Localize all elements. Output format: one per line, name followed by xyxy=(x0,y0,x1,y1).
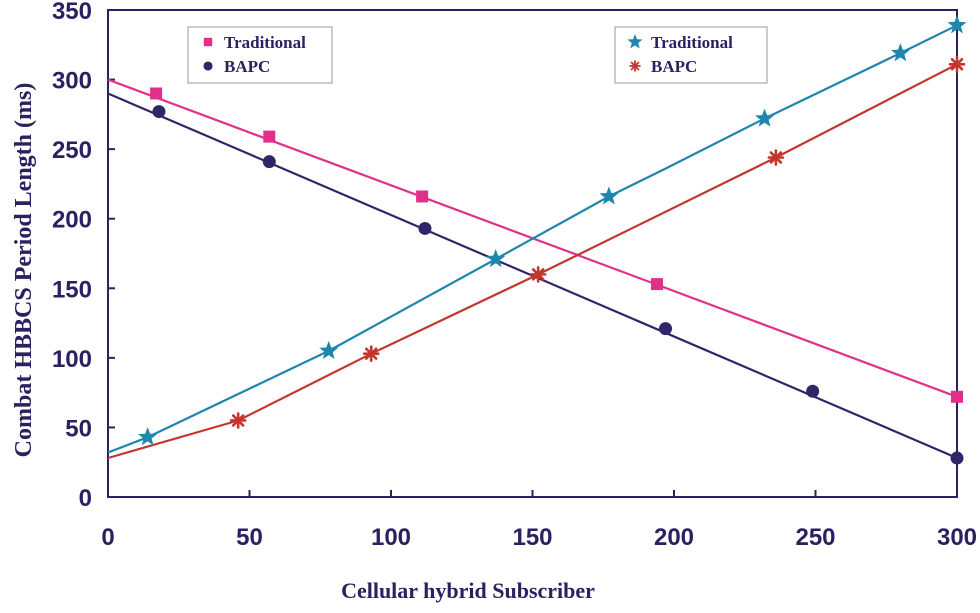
x-tick-label: 0 xyxy=(101,524,114,551)
asterisk-marker xyxy=(529,266,547,283)
legend-box xyxy=(614,26,768,84)
square-marker xyxy=(651,278,664,291)
square-marker xyxy=(951,390,963,403)
series-lines xyxy=(107,24,958,460)
y-tick-label: 300 xyxy=(52,68,92,95)
x-tick-label: 150 xyxy=(512,524,552,551)
x-tick-label: 100 xyxy=(371,524,411,551)
star-marker xyxy=(755,108,775,127)
x-axis-title: Cellular hybrid Subscriber xyxy=(341,578,595,603)
circle-marker xyxy=(203,61,213,71)
asterisk-marker xyxy=(629,60,641,72)
circle-marker xyxy=(806,384,820,398)
asterisk-stroke xyxy=(531,268,545,281)
y-tick-label: 150 xyxy=(52,276,92,303)
asterisk-marker xyxy=(767,149,785,166)
circle-marker xyxy=(262,155,276,169)
legend-box xyxy=(187,26,333,84)
x-tick-label: 200 xyxy=(654,524,694,551)
legend-label: Traditional xyxy=(224,33,306,52)
circle-marker xyxy=(659,322,673,336)
circle-marker xyxy=(152,105,166,119)
legends: Traditional BAPC Traditional BAPC xyxy=(187,26,768,84)
y-tick-label: 100 xyxy=(52,346,92,373)
square-marker xyxy=(263,130,276,143)
circle-marker xyxy=(418,221,432,235)
series-markers xyxy=(138,15,967,465)
star-marker xyxy=(138,427,158,446)
star-marker xyxy=(599,186,619,205)
y-tick-label: 350 xyxy=(52,0,92,25)
legend-top-left: Traditional BAPC xyxy=(187,26,333,84)
y-tick-label: 200 xyxy=(52,207,92,234)
legend-label: BAPC xyxy=(651,57,697,76)
square-marker xyxy=(203,37,213,47)
series-line-2 xyxy=(107,24,958,454)
y-axis-title: Combat HBBCS Period Length (ms) xyxy=(11,83,37,458)
square-marker xyxy=(416,190,429,203)
star-marker xyxy=(486,249,506,268)
asterisk-marker xyxy=(362,345,380,362)
series-line-1 xyxy=(107,92,958,460)
x-axis-ticks: 0 50 100 150 200 250 300 xyxy=(101,490,977,551)
asterisk-stroke xyxy=(630,61,640,71)
series-line-3 xyxy=(107,63,958,460)
star-marker xyxy=(947,15,967,34)
star-marker xyxy=(627,34,643,49)
legend-label: Traditional xyxy=(651,33,733,52)
star-marker xyxy=(890,43,910,62)
legend-top-right: Traditional BAPC xyxy=(614,26,768,84)
y-tick-label: 0 xyxy=(79,485,92,512)
circle-marker xyxy=(950,451,964,465)
square-marker xyxy=(150,87,163,100)
x-tick-label: 50 xyxy=(236,524,263,551)
y-tick-label: 50 xyxy=(65,415,92,442)
asterisk-stroke xyxy=(231,414,245,427)
x-tick-label: 250 xyxy=(795,524,835,551)
y-axis-ticks: 0 50 100 150 200 250 300 350 xyxy=(52,0,115,512)
asterisk-stroke xyxy=(950,58,964,71)
legend-label: BAPC xyxy=(224,57,270,76)
y-tick-label: 250 xyxy=(52,137,92,164)
x-tick-label: 300 xyxy=(937,524,977,551)
asterisk-marker xyxy=(948,55,966,73)
asterisk-stroke xyxy=(364,347,378,360)
asterisk-marker xyxy=(229,412,247,429)
star-marker xyxy=(319,340,339,359)
asterisk-stroke xyxy=(769,151,783,164)
